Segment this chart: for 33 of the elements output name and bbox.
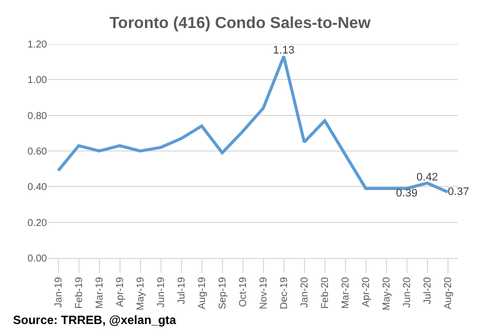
data-label: 0.39 — [396, 188, 418, 200]
x-tick-label: Aug-19 — [197, 276, 208, 310]
x-tick-label: Jun-20 — [402, 276, 413, 308]
x-tick-label: Jul-19 — [176, 276, 188, 304]
text: 1.20 — [28, 40, 47, 50]
x-tick-label: Feb-19 — [74, 276, 85, 309]
source-note: Source: TRREB, @xelan_gta — [13, 313, 176, 327]
x-tick-label: Mar-19 — [94, 276, 106, 309]
text: 0.60 — [28, 146, 47, 158]
data-label: 1.13 — [273, 44, 294, 57]
x-tick-label: Jan-20 — [300, 276, 310, 308]
x-tick-label: May-20 — [382, 276, 392, 310]
x-tick-label: Oct-19 — [238, 276, 249, 308]
text: 1.00 — [28, 75, 47, 86]
x-tick-label: Jan-19 — [54, 276, 64, 308]
data-label: 0.37 — [448, 186, 470, 198]
x-tick-label: Nov-19 — [258, 276, 270, 310]
x-tick-label: Dec-19 — [279, 276, 290, 310]
x-tick-label: Jun-19 — [156, 276, 167, 308]
x-tick-label: Apr-20 — [361, 276, 372, 308]
x-tick-label: May-19 — [136, 276, 146, 310]
data-label: 0.42 — [416, 171, 438, 184]
x-tick-label: Jul-20 — [422, 276, 434, 304]
text: 0.80 — [28, 110, 47, 122]
x-tick-label: Mar-20 — [340, 276, 352, 309]
text: 0.40 — [28, 182, 47, 194]
x-tick-label: Aug-20 — [443, 276, 454, 310]
x-tick-label: Feb-20 — [320, 276, 331, 309]
chart-title: Toronto (416) Condo Sales-to-New — [109, 15, 372, 32]
text: 0.00 — [28, 254, 47, 264]
text: 0.20 — [28, 218, 47, 229]
x-tick-label: Apr-19 — [115, 276, 126, 308]
x-tick-label: Sep-19 — [218, 276, 228, 310]
